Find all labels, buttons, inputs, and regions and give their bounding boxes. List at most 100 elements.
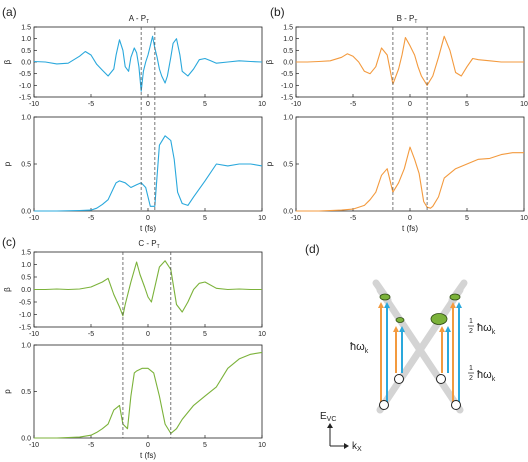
hole-circle [394,374,404,384]
x-tick-label: 0 [146,331,150,338]
y-tick-label: 0.5 [21,275,31,282]
y-tick-label: -0.5 [19,300,31,307]
x-tick-label: -5 [350,215,356,222]
y-tick-label: 0.0 [21,436,31,443]
y-tick-label: 0.5 [283,48,293,55]
y-tick-label: 0.0 [21,60,31,67]
plot-area: -10 -5 0 5 10 1.5 1.0 0.5 0.0 -0.5 -1.0 -1.5 β -10 -5 0… [3,25,528,461]
blue-arrowhead [456,302,462,308]
p-curve [34,351,263,439]
x-tick-label: 5 [203,442,207,449]
y-tick-label: 1.0 [21,115,31,122]
y-tick-label: 0.5 [21,162,31,169]
y-axis-label: β [3,287,12,292]
y-tick-label: 1.0 [21,262,31,269]
axes-frame [33,344,263,439]
y-tick-label: -1.0 [19,83,31,90]
orange-arrowhead [393,326,399,332]
x-tick-label: 0 [146,442,150,449]
half-hw-label-top: 1 2 ħωk [468,318,496,336]
y-tick-label: 0.5 [21,389,31,396]
axes-p-2: -10 -5 0 5 10 1.0 0.5 0.0 p [3,343,266,450]
y-tick-label: 0.5 [283,162,293,169]
y-tick-label: 0.0 [283,60,293,67]
green-ellipse-large [430,313,448,325]
p-curve [296,146,524,212]
y-tick-label: 1.0 [283,36,293,43]
x-axis-label: t (fs) [140,224,156,233]
x-tick-label: 10 [258,331,266,338]
beta-curve [33,35,263,92]
hole-circle [379,400,389,410]
panel-label-c: (c) [2,235,16,249]
panel-label-a: (a) [2,5,17,19]
x-tick-label: -5 [88,442,94,449]
green-ellipse-small [379,293,391,301]
axes-frame [295,116,525,212]
panel-b-title: B - PT [397,14,418,25]
axes-beta-2: -10 -5 0 5 10 1.5 1.0 0.5 0.0 -0.5 -1.0 -1.5 β [3,250,266,339]
svg-text:ħωk: ħωk [477,322,496,336]
y-tick-label: 1.5 [283,25,293,32]
svg-text:ħωk: ħωk [477,369,496,383]
axes-frame [295,26,525,98]
svg-text:2: 2 [469,328,473,335]
axes-p-1: -10 -5 0 5 10 1.0 0.5 0.0 p [265,115,528,223]
y-tick-label: 0.0 [21,287,31,294]
x-tick-label: -10 [29,215,39,222]
y-tick-label: 1.0 [21,36,31,43]
axes-p-0: -10 -5 0 5 10 1.0 0.5 0.0 p [3,115,266,223]
x-tick-label: 0 [408,101,412,108]
y-tick-label: -1.0 [281,83,293,90]
orange-arrowhead [450,302,456,308]
blue-arrowhead [399,326,405,332]
x-tick-label: 5 [203,331,207,338]
x-tick-label: -5 [88,101,94,108]
y-tick-label: 1.0 [21,343,31,350]
band-diagram: ħωk 1 2 ħωk 1 2 ħωk EVC kX [320,279,496,453]
x-tick-label: 5 [203,101,207,108]
band-line-2 [376,286,464,414]
blue-arrowhead [384,302,390,308]
x-tick-label: -10 [29,442,39,449]
y-tick-label: -0.5 [19,71,31,78]
y-axis-label: p [3,161,12,166]
x-tick-label: 0 [408,215,412,222]
y-tick-label: 0.0 [283,209,293,216]
x-axis-label: t (fs) [402,224,418,233]
half-hw-label-bottom: 1 2 ħωk [468,365,496,383]
y-tick-label: -1.5 [281,95,293,102]
axes-beta-1: -10 -5 0 5 10 1.5 1.0 0.5 0.0 -0.5 -1.0 -1.5 β [265,25,528,109]
hw-label: ħωk [350,341,369,355]
orange-arrowhead [439,326,445,332]
y-tick-label: 0.0 [21,209,31,216]
green-ellipse-small [395,317,405,323]
x-tick-label: 0 [146,101,150,108]
axes-beta-0: -10 -5 0 5 10 1.5 1.0 0.5 0.0 -0.5 -1.0 -1.5 β [3,25,266,109]
y-axis-label: p [265,161,274,166]
p-curve [34,135,263,212]
y-tick-label: 1.5 [21,25,31,32]
y-axis-label: β [265,59,274,64]
y-tick-label: -0.5 [281,71,293,78]
x-tick-label: -5 [350,101,356,108]
x-tick-label: -10 [29,101,39,108]
x-tick-label: -5 [88,215,94,222]
y-axis-label: p [3,389,12,394]
energy-axis-label: EVC [320,411,336,423]
panel-c-title: C - PT [138,239,159,250]
beta-curve [296,35,524,86]
orange-arrowhead [378,302,384,308]
k-axis-label: kX [352,441,362,453]
y-tick-label: -1.5 [19,95,31,102]
x-tick-label: 5 [465,101,469,108]
x-tick-label: 5 [465,215,469,222]
x-tick-label: 10 [258,101,266,108]
panel-label-d: (d) [305,242,320,256]
green-ellipse-small [449,293,461,301]
y-tick-label: 1.0 [283,115,293,122]
x-tick-label: 10 [258,215,266,222]
y-tick-label: -1.5 [19,325,31,332]
x-tick-label: 10 [520,215,528,222]
